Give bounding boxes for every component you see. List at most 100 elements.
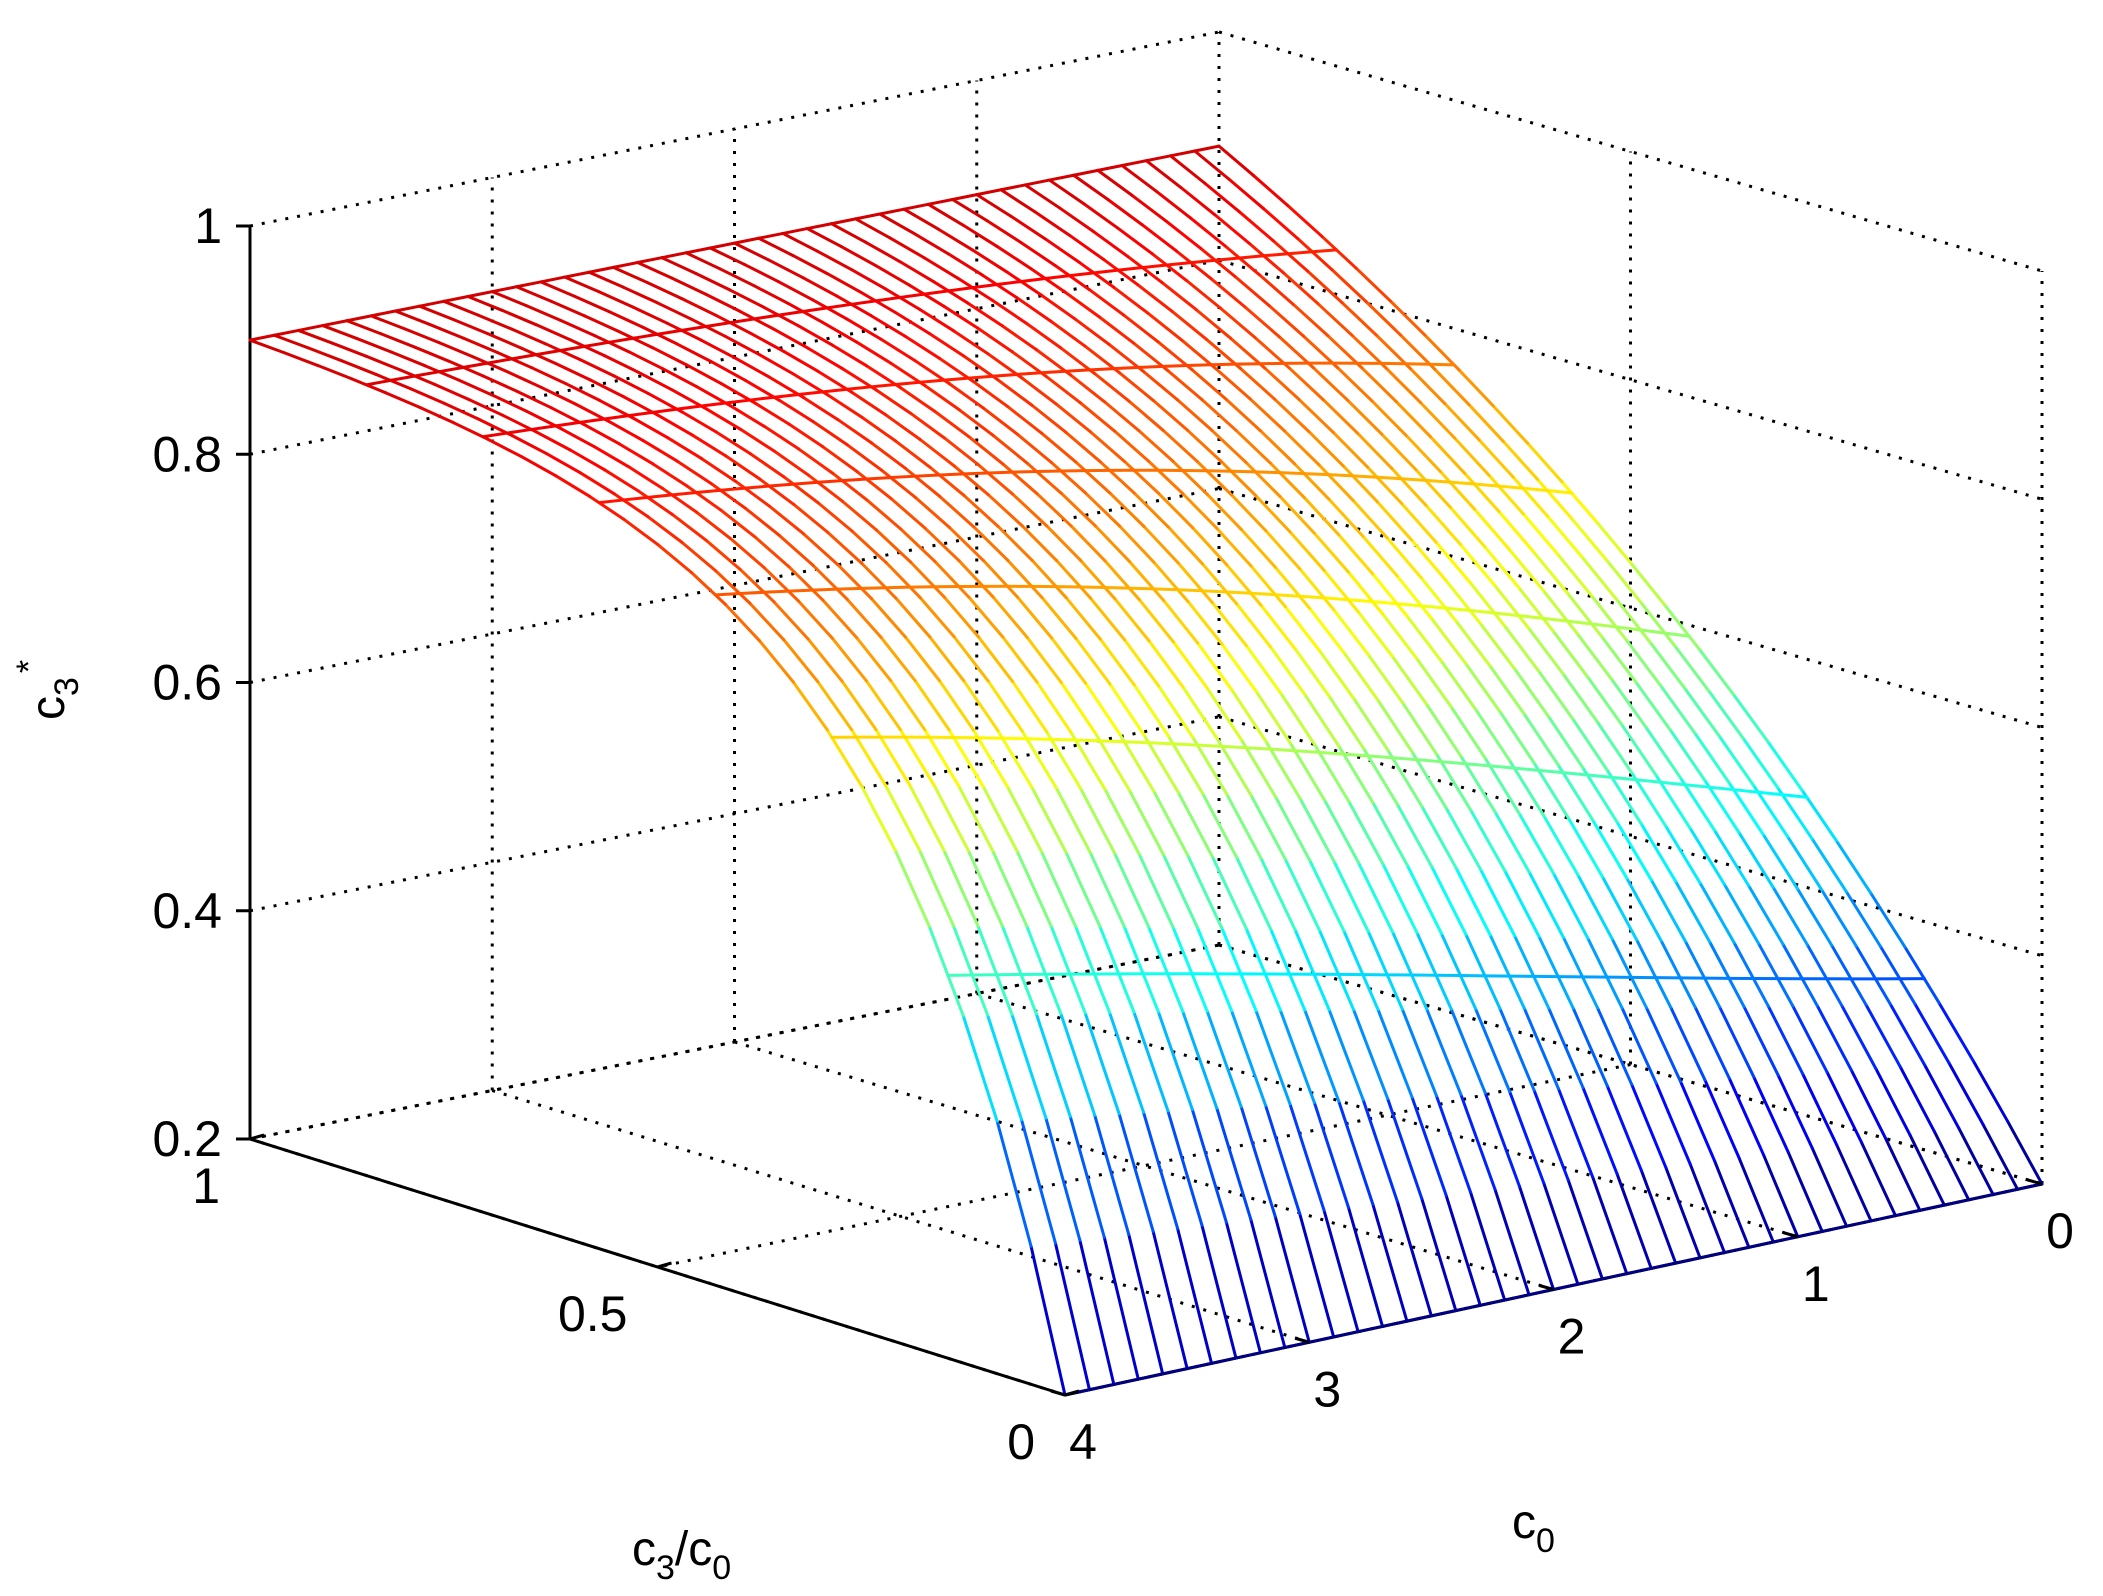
mesh-segment — [1648, 641, 1687, 690]
mesh-segment — [1521, 486, 1549, 493]
mesh-segment — [1293, 749, 1321, 754]
mesh-segment — [1044, 274, 1072, 281]
mesh-segment — [554, 420, 582, 428]
mesh-segment — [1000, 324, 1038, 352]
mesh-segment — [296, 328, 334, 345]
mesh-segment — [486, 332, 524, 350]
mesh-segment — [1531, 549, 1569, 595]
mesh-segment — [1016, 595, 1054, 640]
mesh-segment — [835, 294, 873, 318]
mesh-segment — [1786, 1150, 1824, 1233]
mesh-segment — [1083, 1011, 1121, 1116]
mesh-segment — [1162, 598, 1200, 645]
mesh-segment — [1286, 203, 1324, 238]
mesh-segment — [1663, 603, 1701, 651]
mesh-segment — [505, 427, 533, 435]
mesh-segment — [1235, 602, 1273, 649]
mesh-segment — [1438, 470, 1477, 511]
mesh-segment — [1193, 144, 1221, 153]
mesh-segment — [631, 332, 659, 340]
mesh-segment — [999, 188, 1037, 214]
mesh-segment — [1420, 1196, 1458, 1313]
mesh-segment — [772, 392, 801, 399]
mesh-segment — [787, 588, 815, 593]
mesh-segment — [1942, 1198, 1971, 1207]
mesh-segment — [1595, 720, 1633, 774]
mesh-segment — [985, 219, 1023, 244]
mesh-segment — [898, 292, 926, 299]
mesh-segment — [1430, 864, 1468, 936]
mesh-segment — [1044, 1116, 1082, 1242]
mesh-segment — [1096, 164, 1124, 172]
mesh-segment — [932, 784, 970, 853]
mesh-segment — [1176, 1226, 1214, 1365]
mesh-segment — [1679, 1079, 1717, 1163]
mesh-segment — [1517, 586, 1555, 633]
mesh-segment — [461, 361, 490, 369]
mesh-segment — [942, 304, 980, 330]
mesh-segment — [1230, 688, 1268, 743]
mesh-segment — [815, 249, 853, 271]
mesh-segment — [1210, 428, 1248, 464]
mesh-segment — [398, 368, 436, 386]
mesh-segment — [1415, 657, 1453, 709]
mesh-segment — [1166, 1109, 1204, 1227]
mesh-segment — [1079, 559, 1117, 601]
mesh-segment — [1144, 154, 1173, 163]
mesh-segment — [971, 728, 1009, 789]
mesh-segment — [1229, 469, 1258, 474]
mesh-segment — [1766, 739, 1804, 792]
mesh-segment — [651, 462, 689, 488]
mesh-segment — [393, 304, 422, 313]
mesh-segment — [1780, 793, 1809, 799]
mesh-segment — [1067, 233, 1106, 261]
mesh-segment — [728, 317, 756, 325]
mesh-segment — [1118, 524, 1156, 564]
mesh-segment — [423, 364, 461, 382]
mesh-segment — [791, 253, 829, 275]
mesh-segment — [708, 241, 736, 250]
mesh-segment — [636, 489, 674, 516]
mesh-segment — [1400, 1007, 1438, 1098]
mesh-segment — [918, 596, 956, 639]
mesh-segment — [500, 308, 538, 327]
mesh-segment — [801, 276, 839, 298]
mesh-segment — [1117, 370, 1155, 402]
mesh-segment — [927, 924, 965, 1017]
mesh-segment — [1093, 1113, 1131, 1236]
mesh-segment — [1023, 178, 1051, 187]
mesh-segment — [534, 430, 572, 452]
mesh-segment — [996, 378, 1034, 407]
mesh-segment — [1844, 889, 1882, 948]
mesh-segment — [1415, 931, 1453, 1011]
mesh-segment — [1122, 313, 1160, 344]
mesh-segment — [1331, 430, 1369, 469]
mesh-segment — [724, 454, 762, 481]
mesh-segment — [1238, 366, 1277, 401]
mesh-segment — [1011, 492, 1049, 528]
mesh-segment — [884, 413, 922, 441]
mesh-segment — [1288, 741, 1326, 802]
mesh-segment — [660, 256, 698, 275]
mesh-segment — [1644, 725, 1682, 779]
mesh-segment — [1053, 1241, 1091, 1392]
mesh-segment — [588, 494, 626, 521]
mesh-segment — [1152, 560, 1190, 603]
mesh-segment — [602, 414, 631, 421]
mesh-segment — [1737, 830, 1775, 889]
mesh-segment — [1635, 938, 1673, 1009]
mesh-segment — [1254, 689, 1292, 745]
mesh-segment — [912, 231, 950, 256]
mesh-segment — [1039, 369, 1068, 375]
mesh-segment — [1625, 1266, 1653, 1276]
mesh-segment — [1254, 1008, 1292, 1106]
mesh-segment — [1254, 494, 1292, 534]
mesh-segment — [636, 370, 674, 392]
mesh-segment — [980, 273, 1019, 299]
mesh-segment — [389, 374, 417, 382]
mesh-segment — [1047, 178, 1086, 206]
mesh-segment — [1391, 756, 1419, 762]
mesh-segment — [369, 309, 397, 318]
mesh-segment — [937, 679, 975, 732]
mesh-segment — [889, 497, 927, 530]
